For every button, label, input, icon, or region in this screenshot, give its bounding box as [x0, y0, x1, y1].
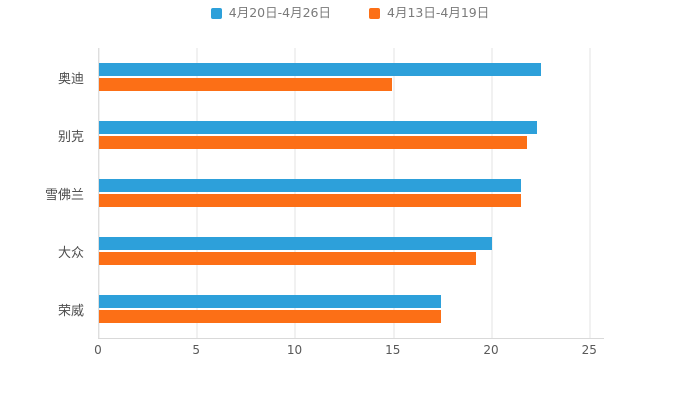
legend-item-series1[interactable]: 4月20日-4月26日	[210, 5, 331, 20]
gridline	[196, 48, 198, 338]
legend-swatch-blue-icon	[210, 7, 222, 19]
bar-group	[99, 222, 604, 280]
bar-series1[interactable]	[99, 237, 492, 250]
bar-series1[interactable]	[99, 121, 538, 134]
bar-series1[interactable]	[99, 63, 542, 76]
bar-series2[interactable]	[99, 310, 441, 323]
legend-label-series1: 4月20日-4月26日	[228, 5, 331, 20]
legend-label-series2: 4月13日-4月19日	[387, 5, 490, 20]
bar-group	[99, 280, 604, 338]
category-label: 雪佛兰	[44, 187, 84, 203]
x-axis-labels: 0 5 10 15 20 25	[94, 343, 603, 359]
bar-series1[interactable]	[99, 295, 441, 308]
gridline	[294, 48, 296, 338]
x-tick-label: 10	[286, 343, 303, 357]
bar-series1[interactable]	[99, 179, 522, 192]
y-axis-labels: 奥迪别克雪佛兰大众荣威	[0, 48, 92, 338]
bar-group	[99, 48, 604, 106]
x-tick-label: 5	[192, 343, 201, 357]
bar-series2[interactable]	[99, 78, 392, 91]
category-label: 荣威	[57, 303, 84, 319]
legend: 4月20日-4月26日 4月13日-4月19日	[0, 6, 700, 20]
category-label: 别克	[57, 129, 84, 145]
gridline	[98, 48, 100, 338]
category-label: 奥迪	[57, 71, 84, 87]
x-tick-label: 0	[94, 343, 102, 357]
x-tick-label: 15	[385, 343, 401, 357]
plot-area	[98, 48, 604, 339]
bar-series2[interactable]	[99, 194, 522, 207]
gridline	[491, 48, 493, 338]
legend-swatch-orange-icon	[369, 7, 380, 19]
bar-series2[interactable]	[99, 136, 528, 149]
gridline	[393, 48, 395, 338]
bar-group	[99, 164, 604, 222]
x-tick-label: 20	[483, 343, 499, 357]
bar-series2[interactable]	[99, 252, 477, 265]
bar-group	[99, 106, 604, 164]
legend-item-series2[interactable]: 4月13日-4月19日	[369, 6, 489, 20]
x-tick-label: 25	[581, 343, 597, 357]
category-label: 大众	[57, 245, 84, 261]
gridline	[589, 48, 591, 338]
